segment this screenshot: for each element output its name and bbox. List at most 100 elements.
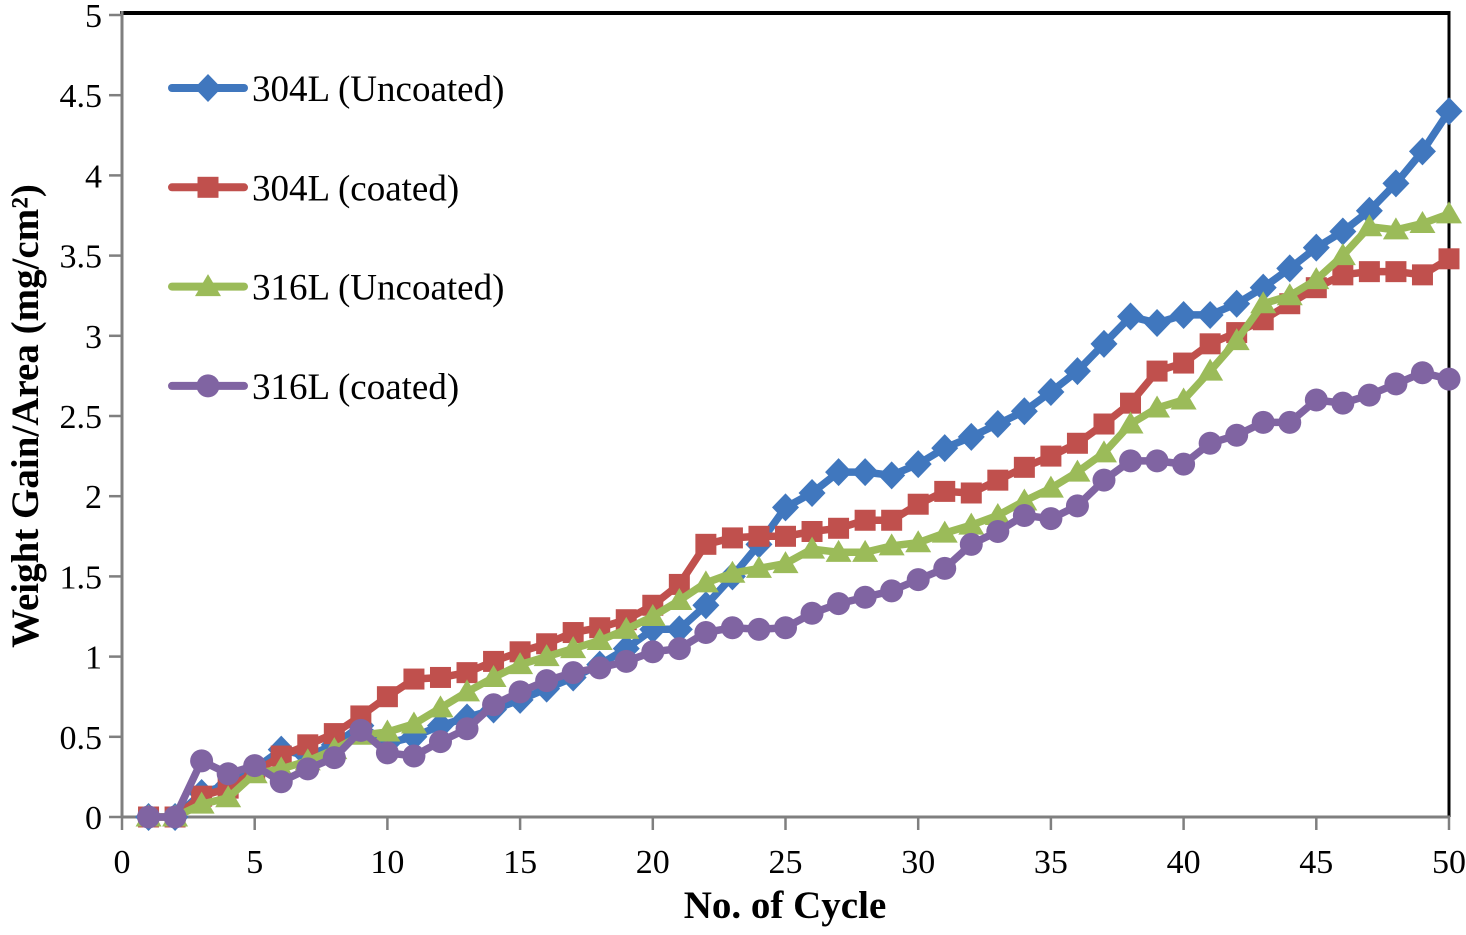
data-point-marker xyxy=(1384,372,1408,396)
data-point-marker xyxy=(852,539,879,562)
square-legend-marker-icon xyxy=(197,176,219,198)
data-point-marker xyxy=(560,636,587,659)
data-point-marker xyxy=(719,560,746,583)
data-point-marker xyxy=(1119,449,1143,473)
data-point-marker xyxy=(1039,507,1063,531)
data-point-marker xyxy=(296,757,320,781)
data-point-marker xyxy=(588,656,612,680)
data-point-marker xyxy=(880,579,904,603)
y-tick-label: 4 xyxy=(85,158,102,195)
data-point-marker xyxy=(1065,494,1089,518)
axis-ticks: 00.511.522.533.544.550 5 10 15 20 25 30 35 40 45 5… xyxy=(60,0,1466,881)
data-point-marker xyxy=(375,741,399,765)
data-point-marker xyxy=(586,628,613,651)
data-point-marker xyxy=(137,805,161,829)
data-point-marker xyxy=(1197,358,1224,381)
data-point-marker xyxy=(775,525,796,547)
data-point-marker xyxy=(934,480,956,502)
data-point-marker xyxy=(694,621,718,645)
x-tick-label: 40 xyxy=(1167,844,1201,881)
data-point-marker xyxy=(959,532,983,556)
data-point-marker xyxy=(957,422,985,451)
y-tick-label: 3 xyxy=(85,319,102,356)
data-point-marker xyxy=(1196,300,1224,329)
data-point-marker xyxy=(1225,423,1249,447)
data-point-marker xyxy=(163,805,187,829)
data-point-marker xyxy=(376,686,398,708)
data-point-marker xyxy=(1172,452,1196,476)
data-point-marker xyxy=(1437,367,1461,391)
data-point-marker xyxy=(1331,391,1355,415)
data-point-marker xyxy=(561,661,585,685)
data-point-marker xyxy=(906,568,930,592)
data-point-marker xyxy=(668,573,690,595)
data-point-marker xyxy=(589,617,611,639)
data-point-marker xyxy=(881,509,903,531)
data-point-marker xyxy=(427,695,454,718)
data-point-marker xyxy=(1304,388,1328,412)
data-point-marker xyxy=(825,458,853,487)
x-tick-label: 30 xyxy=(901,844,935,881)
data-point-marker xyxy=(1143,308,1171,337)
data-point-marker xyxy=(297,734,319,756)
legend-label: 316L (Uncoated) xyxy=(252,268,504,309)
data-point-marker xyxy=(720,616,744,640)
y-tick-label: 1.5 xyxy=(60,559,103,596)
data-point-marker xyxy=(1144,395,1171,418)
data-point-marker xyxy=(1356,214,1383,237)
data-point-marker xyxy=(1117,302,1145,331)
data-point-marker xyxy=(721,527,743,549)
y-tick-label: 0 xyxy=(85,800,102,837)
y-axis-title: Weight Gain/Area (mg/cm²) xyxy=(4,184,47,648)
data-point-marker xyxy=(666,587,693,610)
data-point-marker xyxy=(323,723,345,745)
legend-item-304l-uncoated: 304L (Uncoated) xyxy=(168,69,504,110)
data-point-marker xyxy=(905,530,932,553)
data-point-marker xyxy=(904,450,932,479)
legend-label: 316L (coated) xyxy=(252,367,459,408)
legend-label: 304L (Uncoated) xyxy=(252,69,504,110)
data-point-marker xyxy=(984,410,1012,439)
data-point-marker xyxy=(1385,261,1407,283)
data-point-marker xyxy=(692,591,720,620)
data-point-marker xyxy=(1090,329,1118,358)
data-point-marker xyxy=(535,669,559,693)
data-point-marker xyxy=(1012,503,1036,527)
data-point-marker xyxy=(1411,264,1433,286)
data-point-marker xyxy=(1090,440,1117,463)
data-point-marker xyxy=(1010,397,1038,426)
data-point-marker xyxy=(801,520,823,542)
data-point-marker xyxy=(1303,267,1330,290)
legend: 304L (Uncoated) 304L (coated) 316L (Uncoat… xyxy=(168,69,504,408)
circle-legend-marker-icon xyxy=(196,374,220,398)
y-tick-label: 2 xyxy=(85,479,102,516)
data-point-marker xyxy=(533,644,560,667)
data-point-marker xyxy=(215,785,242,808)
data-point-marker xyxy=(800,601,824,625)
data-point-marker xyxy=(984,502,1011,525)
data-point-marker xyxy=(667,637,691,661)
data-point-marker xyxy=(614,649,638,673)
data-point-marker xyxy=(748,525,770,547)
data-point-marker xyxy=(1040,445,1062,467)
data-point-marker xyxy=(878,533,905,556)
data-point-marker xyxy=(931,434,959,463)
data-point-marker xyxy=(1329,217,1357,246)
data-point-marker xyxy=(1357,383,1381,407)
data-point-marker xyxy=(1358,261,1380,283)
data-point-marker xyxy=(1250,291,1277,314)
data-point-marker xyxy=(1170,387,1197,410)
series-line xyxy=(144,107,1453,821)
triangle-legend-marker-icon xyxy=(195,274,221,297)
data-point-marker xyxy=(907,493,929,515)
data-point-marker xyxy=(269,770,293,794)
data-point-marker xyxy=(483,650,505,672)
data-point-marker xyxy=(878,461,906,490)
series-line xyxy=(144,368,1453,821)
data-point-marker xyxy=(695,533,717,555)
plot-series xyxy=(135,97,1463,831)
data-point-marker xyxy=(931,520,958,543)
data-point-marker xyxy=(322,746,346,770)
data-point-marker xyxy=(1117,411,1144,434)
